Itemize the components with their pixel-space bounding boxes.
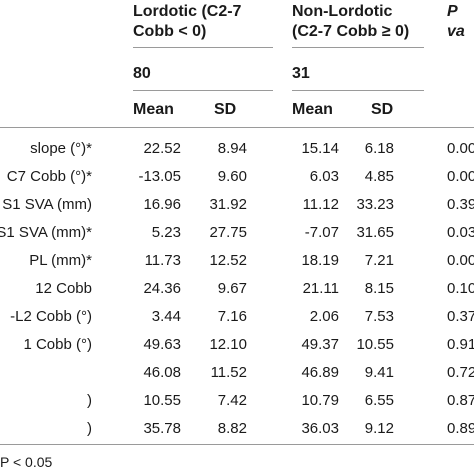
p-value: 0.37 [447, 308, 474, 325]
row-label: -L2 Cobb (°) [10, 308, 92, 325]
lordotic-mean-header: Mean [133, 101, 174, 118]
row-label: 12 Cobb [35, 280, 92, 297]
lordotic-sd: 31.92 [209, 196, 247, 213]
nonlordotic-mean: 15.14 [301, 140, 339, 157]
row-label: C7 Cobb (°)* [6, 168, 92, 185]
nonlordotic-mean: 21.11 [302, 280, 339, 297]
table-bottom-rule [0, 444, 474, 445]
p-value: 0.39 [447, 196, 474, 213]
lordotic-mean: 49.63 [143, 336, 181, 353]
lordotic-n: 80 [133, 65, 151, 82]
nonlordotic-header-line1: Non-Lordotic [292, 3, 393, 20]
lordotic-sd: 8.94 [217, 140, 247, 157]
nonlordotic-n-rule [292, 90, 424, 91]
row-label: slope (°)* [30, 140, 92, 157]
lordotic-mean: 3.44 [151, 308, 181, 325]
nonlordotic-sd: 33.23 [356, 196, 394, 213]
row-label: ) [87, 420, 92, 437]
lordotic-mean: 16.96 [143, 196, 181, 213]
nonlordotic-group-header: Non-Lordotic (C2-7 Cobb ≥ 0) [292, 2, 409, 42]
lordotic-header-line1: Lordotic (C2-7 [133, 3, 242, 20]
p-value: 0.87 [447, 392, 474, 409]
p-value: 0.91 [447, 336, 474, 353]
lordotic-sd: 7.42 [217, 392, 247, 409]
p-value: 0.00 [447, 140, 474, 157]
lordotic-sd: 11.52 [210, 364, 247, 381]
table-header-rule [0, 127, 474, 128]
nonlordotic-sd: 10.55 [356, 336, 394, 353]
lordotic-n-rule [133, 90, 273, 91]
row-label: 1 Cobb (°) [23, 336, 92, 353]
p-value: 0.89 [447, 420, 474, 437]
lordotic-sd: 9.67 [217, 280, 247, 297]
row-label: ) [87, 392, 92, 409]
p-value: 0.72 [447, 364, 474, 381]
lordotic-header-rule [133, 47, 273, 48]
table-row: 46.08 11.52 46.89 9.41 0.72 [0, 360, 474, 386]
table-row: -L2 Cobb (°) 3.44 7.16 2.06 7.53 0.37 [0, 304, 474, 330]
footnote: P < 0.05 [0, 454, 53, 470]
lordotic-sd: 8.82 [217, 420, 247, 437]
table-row: slope (°)* 22.52 8.94 15.14 6.18 0.00 [0, 136, 474, 162]
row-label: PL (mm)* [29, 252, 92, 269]
p-value: 0.00 [447, 168, 474, 185]
nonlordotic-mean: 18.19 [301, 252, 339, 269]
table-row: ) 10.55 7.42 10.79 6.55 0.87 [0, 388, 474, 414]
nonlordotic-sd: 9.41 [364, 364, 394, 381]
lordotic-mean: 35.78 [143, 420, 181, 437]
nonlordotic-mean: 49.37 [301, 336, 339, 353]
lordotic-mean: 22.52 [143, 140, 181, 157]
nonlordotic-sd: 6.18 [364, 140, 394, 157]
nonlordotic-mean: 6.03 [309, 168, 339, 185]
nonlordotic-mean: 10.79 [301, 392, 339, 409]
p-value: 0.03 [447, 224, 474, 241]
table-row: C7 Cobb (°)* -13.05 9.60 6.03 4.85 0.00 [0, 164, 474, 190]
lordotic-mean: 5.23 [151, 224, 181, 241]
p-value: 0.00 [447, 252, 474, 269]
row-label: S1 SVA (mm)* [0, 224, 92, 241]
lordotic-mean: 10.55 [143, 392, 181, 409]
table-row: S1 SVA (mm)* 5.23 27.75 -7.07 31.65 0.03 [0, 220, 474, 246]
lordotic-group-header: Lordotic (C2-7 Cobb < 0) [133, 2, 241, 42]
nonlordotic-mean: 11.12 [302, 196, 339, 213]
nonlordotic-mean: -7.07 [304, 224, 339, 241]
lordotic-mean: 24.36 [143, 280, 181, 297]
lordotic-header-line2: Cobb < 0) [133, 23, 207, 40]
nonlordotic-sd: 9.12 [364, 420, 394, 437]
nonlordotic-sd-header: SD [371, 101, 394, 118]
lordotic-sd: 9.60 [217, 168, 247, 185]
p-value: 0.10 [447, 280, 474, 297]
nonlordotic-header-rule [292, 47, 424, 48]
nonlordotic-sd: 6.55 [364, 392, 394, 409]
table-row: 1 Cobb (°) 49.63 12.10 49.37 10.55 0.91 [0, 332, 474, 358]
nonlordotic-sd: 31.65 [356, 224, 394, 241]
row-label: S1 SVA (mm) [2, 196, 92, 213]
lordotic-mean: 11.73 [144, 252, 181, 269]
lordotic-sd: 12.10 [209, 336, 247, 353]
pvalue-header: P va [447, 3, 465, 40]
nonlordotic-mean: 36.03 [301, 420, 339, 437]
lordotic-sd: 12.52 [209, 252, 247, 269]
table-row: PL (mm)* 11.73 12.52 18.19 7.21 0.00 [0, 248, 474, 274]
table-row: 12 Cobb 24.36 9.67 21.11 8.15 0.10 [0, 276, 474, 302]
nonlordotic-mean: 2.06 [309, 308, 339, 325]
table-row: ) 35.78 8.82 36.03 9.12 0.89 [0, 416, 474, 442]
nonlordotic-n: 31 [292, 65, 310, 82]
nonlordotic-mean: 46.89 [301, 364, 339, 381]
lordotic-mean: 46.08 [143, 364, 181, 381]
nonlordotic-sd: 7.21 [364, 252, 394, 269]
lordotic-sd: 7.16 [217, 308, 247, 325]
nonlordotic-mean-header: Mean [292, 101, 333, 118]
lordotic-sd-header: SD [214, 101, 237, 118]
table-row: S1 SVA (mm) 16.96 31.92 11.12 33.23 0.39 [0, 192, 474, 218]
lordotic-sd: 27.75 [209, 224, 247, 241]
nonlordotic-sd: 8.15 [364, 280, 394, 297]
lordotic-mean: -13.05 [138, 168, 181, 185]
nonlordotic-sd: 7.53 [364, 308, 394, 325]
nonlordotic-sd: 4.85 [364, 168, 394, 185]
nonlordotic-header-line2: (C2-7 Cobb ≥ 0) [292, 23, 410, 40]
